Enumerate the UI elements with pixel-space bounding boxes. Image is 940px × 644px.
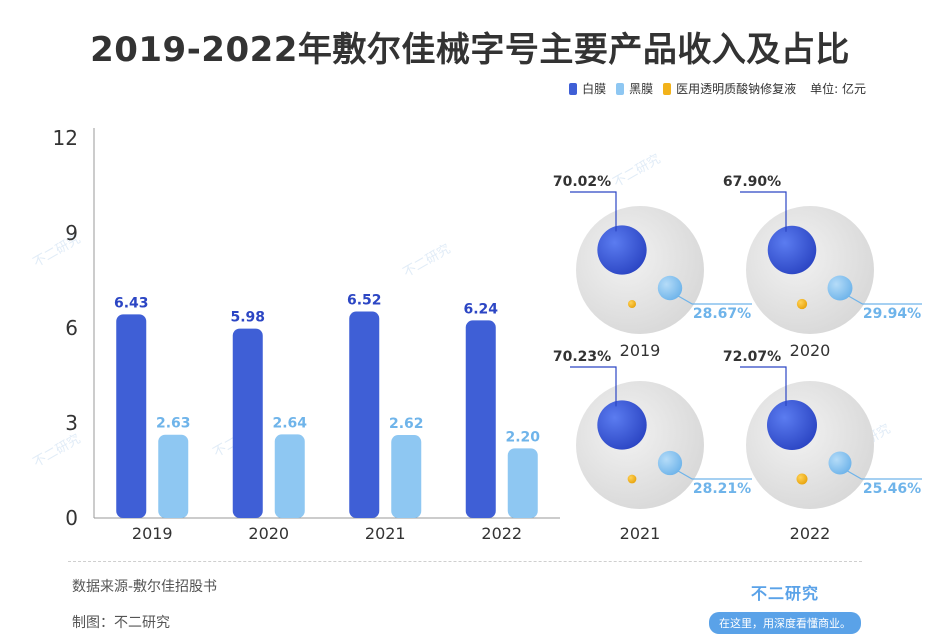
y-tick-label: 9	[65, 221, 78, 245]
share-label-white: 70.23%	[553, 349, 611, 365]
bubble-liquid	[796, 298, 808, 310]
chart-canvas: 0 3 6 9 12 6.43 2.63 2019 5.98 2.64 2020 6.52 2.62 20…	[53, 126, 922, 543]
data-label: 2.64	[272, 415, 307, 431]
bubble-liquid	[796, 473, 808, 485]
bar-white	[465, 320, 496, 518]
leader-line-white	[570, 191, 617, 232]
year-label: 2022	[790, 524, 831, 543]
bubble-black	[827, 275, 853, 301]
bar-black	[391, 435, 422, 518]
year-label: 2019	[620, 341, 661, 360]
data-label: 2.20	[505, 429, 540, 445]
x-tick-label: 2019	[132, 524, 173, 543]
share-label-white: 70.02%	[553, 174, 611, 190]
legend-label-liquid: 医用透明质酸钠修复液	[676, 82, 797, 96]
share-label-white: 67.90%	[723, 174, 781, 190]
bubble-background	[576, 381, 704, 509]
leader-line-white	[740, 191, 787, 232]
bubble-white	[767, 225, 817, 275]
year-label: 2020	[790, 341, 831, 360]
y-tick-label: 0	[65, 506, 78, 530]
brand-logo: 不二研究 在这里，用深度看懂商业。	[700, 580, 870, 634]
bubble-black	[657, 450, 683, 476]
bubble-liquid	[627, 299, 637, 309]
data-label: 2.63	[156, 416, 191, 432]
bubble-liquid	[627, 474, 637, 484]
x-tick-label: 2020	[248, 524, 289, 543]
bubble-black	[828, 451, 852, 475]
bubble-white	[597, 225, 647, 275]
legend-swatch-black	[616, 82, 625, 95]
share-label-black: 25.46%	[863, 481, 921, 497]
leader-line-white	[740, 366, 787, 406]
bar-black	[158, 434, 189, 518]
bubble-background	[746, 206, 874, 334]
share-label-white: 72.07%	[723, 349, 781, 365]
bubble-white	[597, 400, 647, 450]
legend-label-white: 白膜	[582, 82, 607, 96]
legend-item-black: 黑膜	[616, 80, 653, 97]
data-label: 6.43	[114, 295, 149, 311]
leader-line-white	[570, 366, 617, 407]
data-label: 2.62	[389, 416, 424, 432]
bubble-charts: 70.02% 28.67% 2019 67.90% 29.94% 2020 70.23% 28…	[553, 174, 922, 543]
legend: 白膜 黑膜 医用透明质酸钠修复液 单位: 亿元	[569, 80, 866, 97]
brand-name: 不二研究	[750, 584, 819, 603]
legend-swatch-white	[569, 82, 578, 95]
bubble-black	[657, 275, 683, 301]
leader-line-black	[847, 470, 922, 480]
chart-title: 2019-2022年敷尔佳械字号主要产品收入及占比	[90, 30, 850, 70]
leader-line-black	[677, 470, 752, 480]
leader-line-black	[677, 295, 752, 305]
x-tick-label: 2022	[481, 524, 522, 543]
unit-label: 单位: 亿元	[810, 82, 866, 96]
data-label: 6.52	[347, 293, 382, 309]
legend-item-white: 白膜	[569, 80, 606, 97]
legend-label-black: 黑膜	[629, 82, 654, 96]
legend-item-liquid: 医用透明质酸钠修复液	[663, 80, 796, 97]
divider	[68, 561, 862, 562]
data-label: 6.24	[463, 301, 498, 317]
bubble-background	[576, 206, 704, 334]
y-tick-label: 3	[65, 411, 78, 435]
data-source: 数据来源-敷尔佳招股书	[72, 579, 218, 595]
share-label-black: 29.94%	[863, 306, 921, 322]
legend-swatch-liquid	[663, 82, 672, 95]
x-tick-label: 2021	[365, 524, 406, 543]
bar-black	[274, 434, 305, 518]
bar-chart: 0 3 6 9 12 6.43 2.63 2019 5.98 2.64 2020 6.52 2.62 20…	[53, 126, 560, 543]
year-label: 2021	[620, 524, 661, 543]
chart-credit: 制图：不二研究	[72, 615, 170, 631]
leader-line-black	[848, 295, 922, 305]
bar-black	[507, 448, 538, 518]
share-label-black: 28.67%	[693, 306, 751, 322]
y-tick-label: 12	[53, 126, 78, 150]
brand-slogan: 在这里，用深度看懂商业。	[709, 612, 861, 634]
share-label-black: 28.21%	[693, 481, 751, 497]
bubble-background	[746, 381, 874, 509]
y-tick-label: 6	[65, 316, 78, 340]
bubble-white	[766, 399, 818, 451]
bar-white	[116, 314, 147, 518]
data-label: 5.98	[230, 310, 265, 326]
bar-white	[349, 311, 380, 518]
bar-white	[232, 328, 263, 518]
